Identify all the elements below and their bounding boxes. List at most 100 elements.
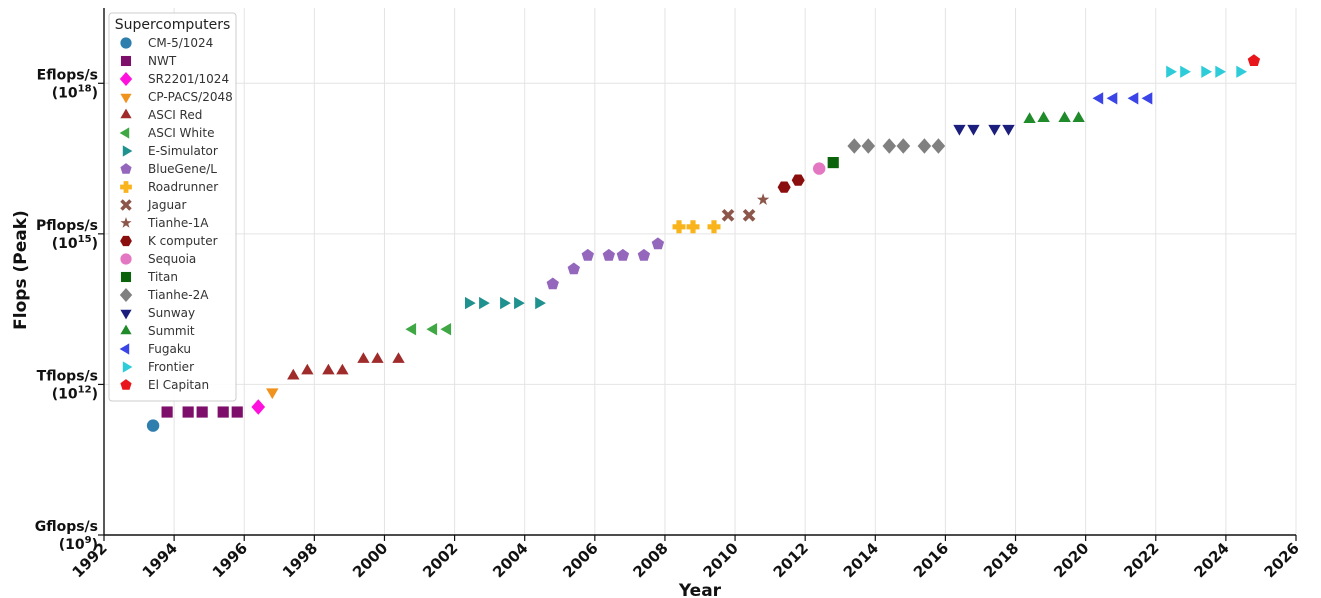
x-tick-label: 1996 — [209, 539, 251, 581]
data-point — [546, 277, 559, 290]
legend-marker — [120, 181, 132, 193]
y-tick-exponent-suffix: ) — [92, 537, 98, 553]
data-point — [1247, 54, 1261, 66]
legend-item: ASCI White — [119, 126, 214, 140]
series-k-computer — [777, 174, 805, 193]
data-point — [686, 220, 700, 234]
series-cm-5-1024 — [146, 419, 160, 432]
series-jaguar — [721, 208, 756, 222]
y-tick-label: Tflops/s — [37, 368, 98, 384]
legend-marker — [119, 72, 133, 86]
data-point — [357, 352, 370, 363]
legend-marker — [119, 288, 133, 302]
data-point — [1037, 111, 1050, 122]
axes — [98, 8, 1297, 541]
data-point — [251, 399, 266, 415]
data-point — [1002, 124, 1015, 136]
legend-item: BlueGene/L — [120, 162, 217, 176]
series-roadrunner — [672, 220, 721, 234]
data-point — [231, 406, 243, 418]
data-point — [1166, 65, 1177, 78]
y-tick-exponent-power: 18 — [78, 83, 92, 94]
y-tick-exponent-base: (10 — [52, 85, 78, 101]
legend-marker — [120, 324, 132, 335]
data-point — [967, 124, 980, 136]
data-point — [721, 208, 735, 222]
series-bluegene-l — [546, 237, 665, 290]
data-point — [1201, 65, 1212, 78]
legend-item: Sunway — [120, 306, 195, 320]
legend-label: CP-PACS/2048 — [148, 90, 233, 104]
data-point — [465, 296, 476, 310]
legend-label: Tianhe-2A — [147, 288, 209, 302]
legend-marker — [120, 253, 132, 265]
data-point — [287, 368, 300, 380]
x-tick-label: 1994 — [139, 539, 181, 581]
x-tick-label: 2016 — [910, 539, 952, 581]
legend-marker — [119, 127, 130, 139]
legend-marker — [120, 163, 132, 174]
data-point — [1180, 65, 1191, 78]
legend-item: SR2201/1024 — [119, 72, 229, 86]
y-tick-exponent-power: 12 — [78, 384, 92, 395]
series-titan — [827, 157, 839, 169]
legend-label: Frontier — [148, 360, 194, 374]
legend-item: ASCI Red — [120, 108, 202, 122]
legend-item: Tianhe-1A — [120, 216, 209, 230]
legend-marker — [120, 55, 132, 67]
y-tick-label: Gflops/s — [35, 519, 98, 535]
data-point — [581, 248, 594, 261]
series-sequoia — [813, 162, 826, 175]
data-point — [651, 237, 665, 250]
data-point — [917, 138, 932, 154]
x-tick-label: 2020 — [1050, 539, 1092, 581]
legend-marker — [120, 309, 132, 320]
x-tick-label: 2022 — [1120, 539, 1162, 581]
legend-item: CM-5/1024 — [120, 36, 213, 50]
legend-label: Sequoia — [148, 252, 196, 266]
y-axis-title: Flops (Peak) — [11, 210, 31, 330]
data-point — [791, 174, 805, 186]
legend-item: NWT — [120, 54, 177, 68]
data-point — [827, 157, 839, 169]
data-point — [756, 193, 770, 205]
series-summit — [1023, 111, 1085, 123]
data-point — [514, 296, 525, 310]
legend-marker — [120, 379, 132, 390]
data-point — [861, 138, 876, 154]
data-point — [440, 323, 452, 336]
legend-box — [108, 12, 237, 402]
data-point — [1127, 92, 1139, 105]
x-tick-label: 2010 — [700, 539, 742, 581]
series-fugaku — [1092, 92, 1153, 105]
legend-item: Frontier — [122, 360, 194, 374]
data-point — [616, 248, 630, 261]
legend-item: El Capitan — [120, 378, 209, 392]
y-tick-exponent: (1012) — [52, 384, 98, 402]
legend-marker — [120, 235, 132, 247]
legend-label: K computer — [148, 234, 218, 248]
legend-item: CP-PACS/2048 — [120, 90, 233, 104]
legend-item: K computer — [120, 234, 218, 248]
data-point — [392, 352, 405, 363]
data-point — [742, 208, 756, 222]
y-tick-exponent-base: (10 — [59, 537, 85, 553]
legend-item: Jaguar — [120, 198, 186, 212]
legend-label: Fugaku — [148, 342, 191, 356]
legend-marker — [120, 37, 132, 49]
data-point — [146, 419, 160, 432]
legend-label: ASCI White — [148, 126, 214, 140]
data-point — [931, 138, 946, 154]
data-point — [266, 388, 279, 400]
legend-item: Tianhe-2A — [119, 288, 209, 302]
legend-label: Summit — [148, 324, 195, 338]
legend-label: El Capitan — [148, 378, 209, 392]
series-cp-pacs-2048 — [266, 388, 279, 400]
x-tick-label: 2008 — [630, 539, 672, 581]
data-point — [1141, 92, 1153, 105]
series-e-simulator — [465, 296, 546, 310]
legend-marker — [120, 93, 132, 104]
legend-marker-stroke — [120, 199, 132, 211]
legend-label: BlueGene/L — [148, 162, 217, 176]
